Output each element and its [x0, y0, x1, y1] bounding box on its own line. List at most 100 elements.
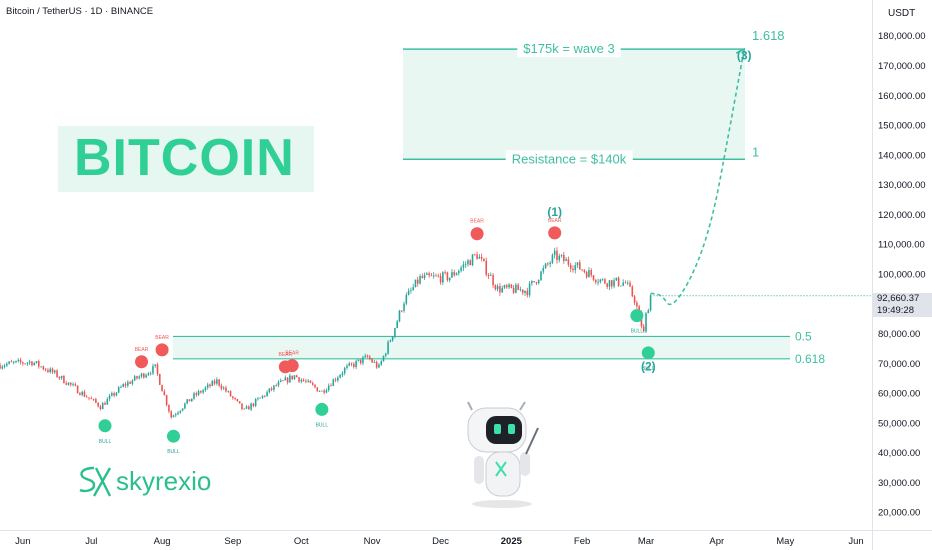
candle-body [234, 397, 236, 399]
candle-body [505, 285, 508, 288]
candle-body [186, 399, 188, 404]
candle-body [647, 310, 650, 314]
candle-body [275, 385, 278, 387]
candle-body [174, 414, 177, 416]
candle-body [405, 295, 408, 304]
bear-signal-label: BEAR [155, 335, 169, 341]
candle-body [458, 270, 460, 274]
candle-body [254, 399, 257, 406]
candle-body [81, 391, 83, 395]
candle-body [53, 370, 56, 373]
candle-body [58, 377, 61, 379]
candle-body [49, 368, 52, 373]
candle-body [369, 356, 371, 360]
candle-body [218, 379, 220, 386]
time-tick-label: Aug [154, 536, 171, 547]
candle-body [428, 273, 430, 276]
candle-body [544, 263, 547, 268]
candle-body [232, 396, 234, 398]
candle-body [318, 391, 321, 392]
robot-arm [474, 456, 484, 484]
price-tick-label: 70,000.00 [878, 359, 920, 370]
currency-label[interactable]: USDT [888, 8, 916, 19]
candle-body [316, 387, 319, 392]
candle-body [410, 289, 412, 291]
candle-body [353, 364, 355, 367]
candle-body [106, 399, 109, 405]
candle-body [90, 398, 93, 400]
candle-body [154, 364, 157, 366]
candle-body [362, 357, 364, 364]
candle-body [300, 379, 303, 382]
candle-body [79, 393, 81, 395]
candle-body [225, 387, 227, 392]
bear-signal-label: BEAR [279, 352, 293, 358]
candle-body [601, 279, 604, 281]
candle-body [624, 282, 627, 284]
candle-body [42, 366, 45, 370]
candle-body [19, 359, 22, 363]
candle-body [629, 282, 631, 287]
candle-body [585, 272, 588, 278]
candle-body [149, 373, 152, 375]
candle-body [364, 355, 367, 358]
bull-signal-marker [641, 346, 655, 360]
candle-body [489, 275, 492, 277]
candle-body [40, 366, 42, 368]
candle-body [442, 272, 444, 283]
candle-body [337, 377, 339, 381]
symbol-title: Bitcoin / TetherUS · 1D · BINANCE [6, 6, 154, 17]
candle-body [453, 272, 456, 276]
robot-mascot-icon [467, 401, 539, 508]
candle-body [496, 286, 499, 290]
candle-body [26, 362, 29, 364]
candle-body [451, 272, 453, 278]
candle-body [387, 341, 389, 354]
candle-body [503, 285, 506, 288]
candle-body [31, 361, 33, 366]
candle-body [263, 395, 266, 397]
bear-signal-marker [155, 343, 169, 357]
time-tick-label: May [776, 536, 794, 547]
candle-body [286, 377, 289, 383]
candle-body [184, 403, 186, 409]
candle-body [537, 280, 540, 284]
candle-body [391, 336, 394, 341]
price-tick-label: 40,000.00 [878, 448, 920, 459]
candle-body [633, 296, 636, 303]
candle-body [485, 260, 488, 275]
price-tick-label: 110,000.00 [878, 240, 925, 251]
candle-body [140, 373, 143, 377]
time-tick-label: Jun [848, 536, 863, 547]
candle-body [47, 370, 49, 373]
candle-body [124, 384, 127, 386]
candle-body [188, 399, 191, 402]
price-tick-label: 170,000.00 [878, 61, 926, 72]
time-tick-label: Oct [294, 536, 309, 547]
candle-body [590, 270, 593, 276]
candle-body [1, 366, 4, 369]
candle-body [576, 262, 579, 266]
candle-body [620, 285, 622, 287]
bear-signal-marker [135, 355, 149, 369]
brand-logo-x-stroke [92, 467, 112, 497]
candle-body [314, 384, 316, 388]
bear-signal-label: BEAR [135, 347, 149, 353]
candle-body [560, 254, 563, 256]
candle-body [448, 277, 451, 281]
target-label: $175k = wave 3 [523, 41, 614, 56]
candle-body [245, 406, 248, 409]
price-tick-label: 30,000.00 [878, 478, 920, 489]
brand-name: skyrexio [116, 466, 212, 496]
candle-body [88, 397, 90, 399]
robot-eye [508, 424, 515, 434]
candle-body [423, 274, 426, 278]
brand-logo-s-stroke [79, 466, 96, 493]
candle-body [588, 270, 590, 278]
candle-body [396, 321, 398, 329]
candle-body [414, 279, 417, 288]
candle-body [460, 267, 462, 271]
time-tick-label: Jun [15, 536, 30, 547]
